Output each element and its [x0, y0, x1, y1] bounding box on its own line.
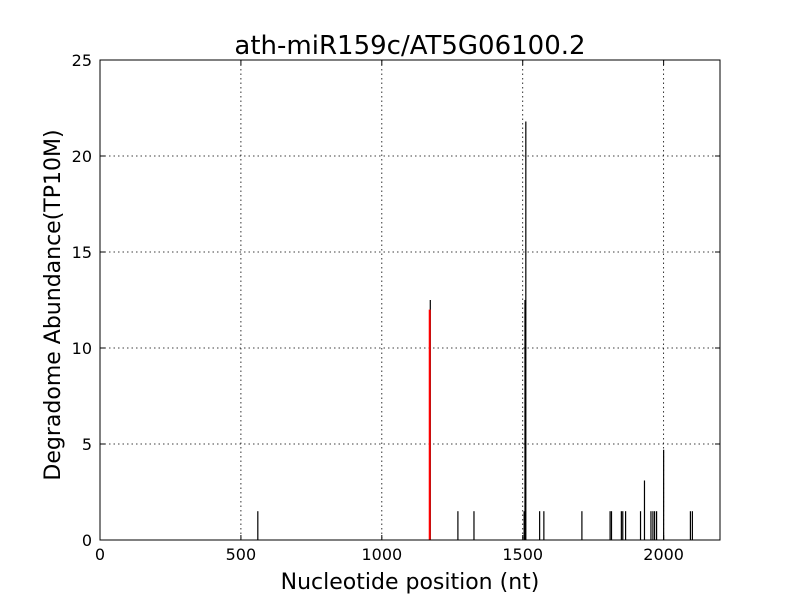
x-tick-label: 2000: [643, 545, 684, 564]
x-tick-label: 0: [95, 545, 105, 564]
y-tick-label: 0: [82, 531, 92, 550]
y-tick-label: 10: [72, 339, 92, 358]
axis-ticks: [99, 59, 720, 541]
y-tick-label: 20: [72, 147, 92, 166]
y-tick-label: 25: [72, 51, 92, 70]
chart-title: ath-miR159c/AT5G06100.2: [234, 31, 585, 61]
y-axis-title: Degradome Abundance(TP10M): [41, 129, 66, 480]
plot-frame: [99, 59, 721, 541]
x-tick-label: 1000: [361, 545, 402, 564]
y-tick-label: 5: [82, 435, 92, 454]
x-tick-label: 500: [226, 545, 257, 564]
x-axis-title: Nucleotide position (nt): [281, 570, 540, 595]
grid-lines: [100, 60, 720, 540]
y-tick-label: 15: [72, 243, 92, 262]
bars: [257, 121, 693, 540]
x-tick-label: 1500: [502, 545, 543, 564]
tick-labels: 0 500 1000 1500 2000 0 5 10 15 20 25: [72, 51, 684, 564]
